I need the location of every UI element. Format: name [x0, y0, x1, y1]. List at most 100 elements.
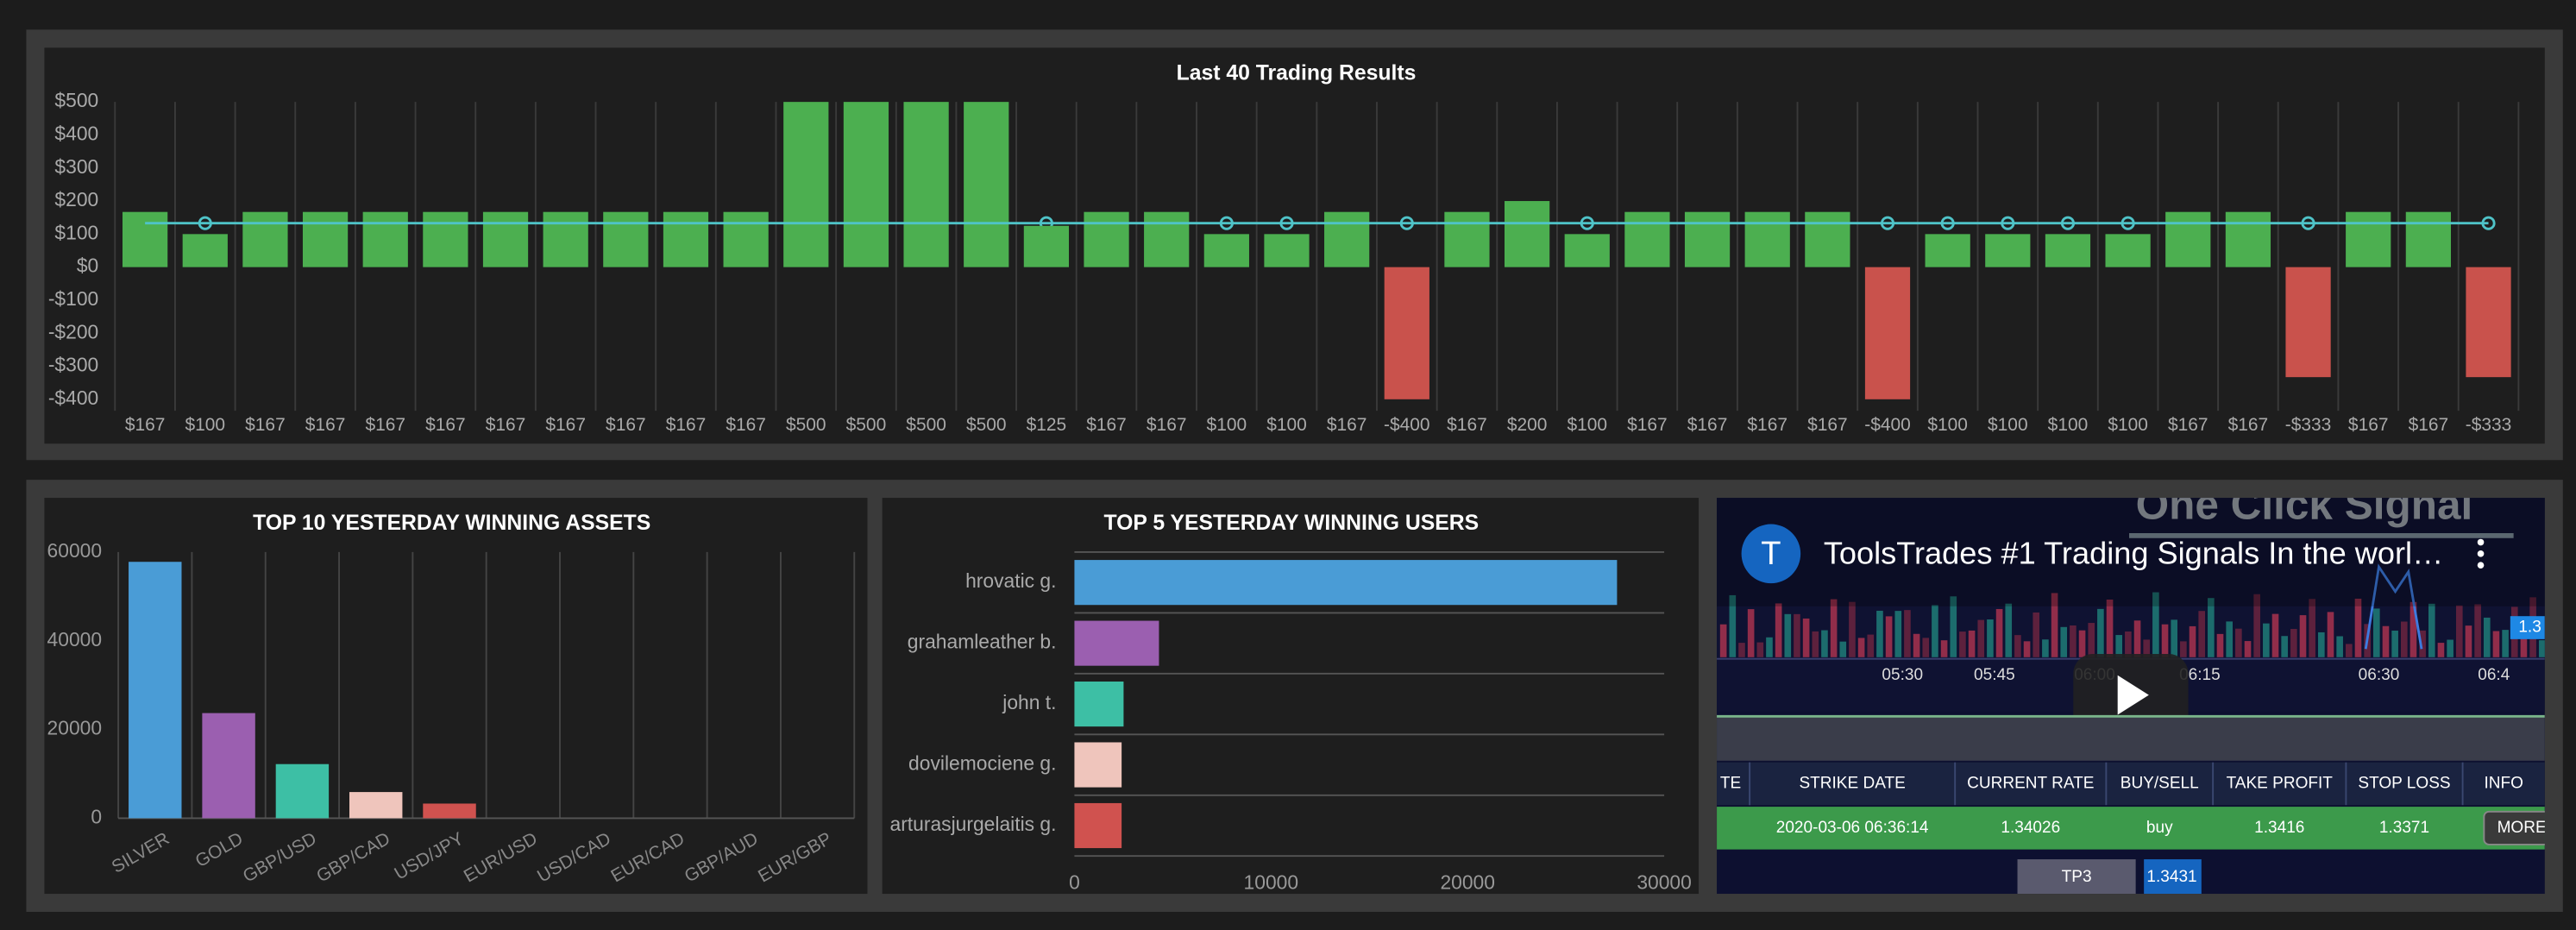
x-tick-label: $100: [1266, 415, 1307, 435]
candle: [1876, 610, 1883, 657]
x-tick-label: $167: [245, 415, 286, 435]
candle: [1756, 642, 1764, 657]
candle: [1932, 605, 1938, 657]
candle: [1894, 611, 1902, 657]
x-tick-label: $167: [666, 415, 707, 435]
candle: [2520, 629, 2528, 657]
candle: [2198, 611, 2206, 657]
play-icon[interactable]: [2117, 675, 2149, 715]
candle: [1719, 624, 1727, 657]
y-tick-label: $0: [77, 254, 98, 277]
candle: [1729, 594, 1737, 657]
x-tick-label: -$400: [1864, 415, 1911, 435]
bar: [423, 803, 476, 819]
candle: [2078, 630, 2086, 657]
table-header-cell: BUY/SELL: [2120, 774, 2199, 792]
x-tick-label: -$333: [2285, 415, 2332, 435]
candle: [2455, 605, 2463, 657]
y-tick-label: -$100: [48, 287, 98, 310]
more-label[interactable]: MORE: [2497, 819, 2547, 837]
candle: [2235, 628, 2242, 657]
x-tick-label: $500: [906, 415, 946, 435]
x-tick-label: 30000: [1637, 871, 1692, 894]
time-label: 05:30: [1882, 666, 1923, 684]
bar: [242, 211, 288, 267]
tp-value: 1.3431: [2146, 868, 2196, 886]
candle: [2115, 635, 2123, 657]
x-tick-label: $500: [846, 415, 887, 435]
candle: [2014, 635, 2021, 657]
candle: [2070, 625, 2077, 657]
candle: [1839, 641, 1847, 657]
bar: [1074, 742, 1122, 788]
candle: [2483, 617, 2491, 657]
table-header: [1717, 762, 2545, 806]
candle: [1784, 613, 1792, 657]
candle: [2354, 598, 2362, 657]
video[interactable]: One Click Signal05:3005:4506:0006:1506:3…: [1717, 481, 2549, 895]
x-tick-label: $167: [726, 415, 766, 435]
candle: [1747, 609, 1755, 657]
candle: [2373, 608, 2380, 657]
table-header-cell: CURRENT RATE: [1967, 774, 2094, 792]
candle: [1940, 640, 1948, 657]
candle: [2336, 636, 2343, 657]
x-tick-label: $167: [1327, 415, 1367, 435]
candle: [1977, 619, 1985, 657]
x-tick-label: $100: [1567, 415, 1607, 435]
x-tick-label: $167: [2228, 415, 2269, 435]
menu-dot[interactable]: [2477, 538, 2485, 546]
video-title[interactable]: ToolsTrades #1 Trading Signals In the wo…: [1824, 535, 2443, 570]
bar: [2045, 234, 2091, 267]
x-tick-label: $167: [1147, 415, 1187, 435]
table-header-cell: INFO: [2484, 774, 2523, 792]
bar: [723, 211, 769, 267]
candle: [2106, 599, 2114, 657]
candle: [1968, 630, 1976, 657]
menu-dot[interactable]: [2477, 550, 2485, 557]
candle: [1775, 603, 1782, 657]
candle: [1821, 630, 1828, 657]
candle: [2042, 639, 2049, 657]
candle: [2465, 625, 2472, 657]
bar: [1084, 211, 1129, 267]
candle: [2060, 626, 2068, 657]
bar: [482, 211, 529, 267]
tp-label: TP3: [2062, 868, 2092, 886]
more-button[interactable]: [2483, 810, 2549, 845]
y-tick-label: john t.: [1002, 691, 1056, 713]
x-tick-label: $167: [1086, 415, 1127, 435]
candle: [2309, 599, 2315, 657]
bar: [1805, 211, 1850, 267]
tp-value-box: [2144, 859, 2202, 895]
x-tick-label: -$333: [2466, 415, 2512, 435]
x-tick-label: $167: [305, 415, 346, 435]
candle: [2180, 641, 2187, 657]
bar: [275, 763, 330, 819]
table-cell: 1.3371: [2379, 819, 2429, 837]
table-header-cell: TE: [1720, 774, 1741, 792]
y-tick-label: hrovatic g.: [965, 569, 1056, 592]
candle: [2382, 625, 2390, 657]
bar: [1324, 211, 1370, 267]
x-tick-label: $500: [786, 415, 826, 435]
price-tag-label: 1.3: [2518, 619, 2541, 637]
bar: [349, 792, 403, 819]
candle: [2281, 636, 2288, 657]
bar: [603, 211, 649, 267]
bar: [1203, 234, 1249, 267]
bar: [663, 211, 709, 267]
candle: [1849, 601, 1856, 657]
bar: [1264, 234, 1310, 267]
candle: [2171, 619, 2178, 657]
bar: [2346, 211, 2391, 267]
bar: [2165, 211, 2211, 267]
y-tick-label: $500: [54, 89, 98, 111]
x-tick-label: $167: [486, 415, 526, 435]
candle: [2447, 639, 2453, 657]
bar: [129, 562, 182, 819]
bar: [1074, 620, 1159, 666]
menu-dot[interactable]: [2477, 562, 2485, 569]
